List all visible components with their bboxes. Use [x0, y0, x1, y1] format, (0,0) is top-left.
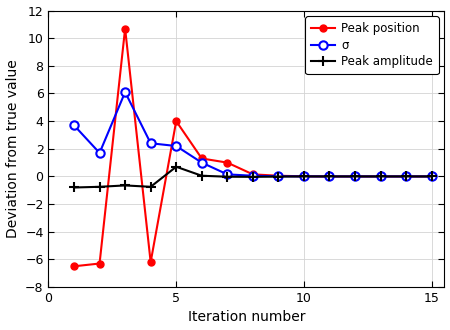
σ	[174, 144, 179, 148]
σ	[429, 175, 434, 179]
Peak amplitude	[199, 174, 204, 178]
Peak amplitude	[250, 175, 256, 179]
Peak amplitude	[174, 165, 179, 169]
Peak amplitude	[301, 175, 306, 179]
σ	[378, 175, 383, 179]
σ	[71, 123, 76, 127]
σ	[301, 174, 306, 178]
Peak position	[327, 175, 332, 179]
Line: Peak position: Peak position	[71, 25, 435, 270]
σ	[225, 172, 230, 176]
Peak position	[225, 161, 230, 165]
Peak amplitude	[403, 175, 409, 179]
σ	[327, 175, 332, 179]
Peak amplitude	[378, 175, 383, 179]
σ	[276, 174, 281, 178]
Peak position	[378, 175, 383, 179]
Peak amplitude	[71, 185, 76, 189]
Peak position	[301, 174, 306, 178]
Peak position	[403, 175, 409, 179]
Peak amplitude	[276, 175, 281, 179]
Legend: Peak position, σ, Peak amplitude: Peak position, σ, Peak amplitude	[306, 16, 439, 74]
σ	[352, 175, 358, 179]
σ	[97, 151, 102, 155]
Peak position	[429, 175, 434, 179]
Peak position	[276, 174, 281, 178]
Peak position	[199, 156, 204, 160]
Peak amplitude	[148, 185, 153, 189]
σ	[148, 141, 153, 145]
σ	[403, 175, 409, 179]
Peak position	[250, 172, 256, 176]
Peak amplitude	[429, 175, 434, 179]
X-axis label: Iteration number: Iteration number	[188, 311, 305, 324]
Peak amplitude	[97, 185, 102, 189]
Peak position	[174, 119, 179, 123]
σ	[250, 174, 256, 178]
Line: Peak amplitude: Peak amplitude	[69, 162, 436, 192]
Line: σ: σ	[70, 88, 436, 181]
Peak amplitude	[225, 175, 230, 179]
Peak amplitude	[352, 175, 358, 179]
Y-axis label: Deviation from true value: Deviation from true value	[5, 59, 19, 238]
Peak position	[122, 26, 128, 30]
Peak position	[71, 264, 76, 268]
Peak position	[352, 175, 358, 179]
Peak position	[148, 260, 153, 264]
Peak position	[97, 262, 102, 266]
Peak amplitude	[327, 175, 332, 179]
σ	[122, 90, 128, 94]
σ	[199, 161, 204, 165]
Peak amplitude	[122, 183, 128, 187]
